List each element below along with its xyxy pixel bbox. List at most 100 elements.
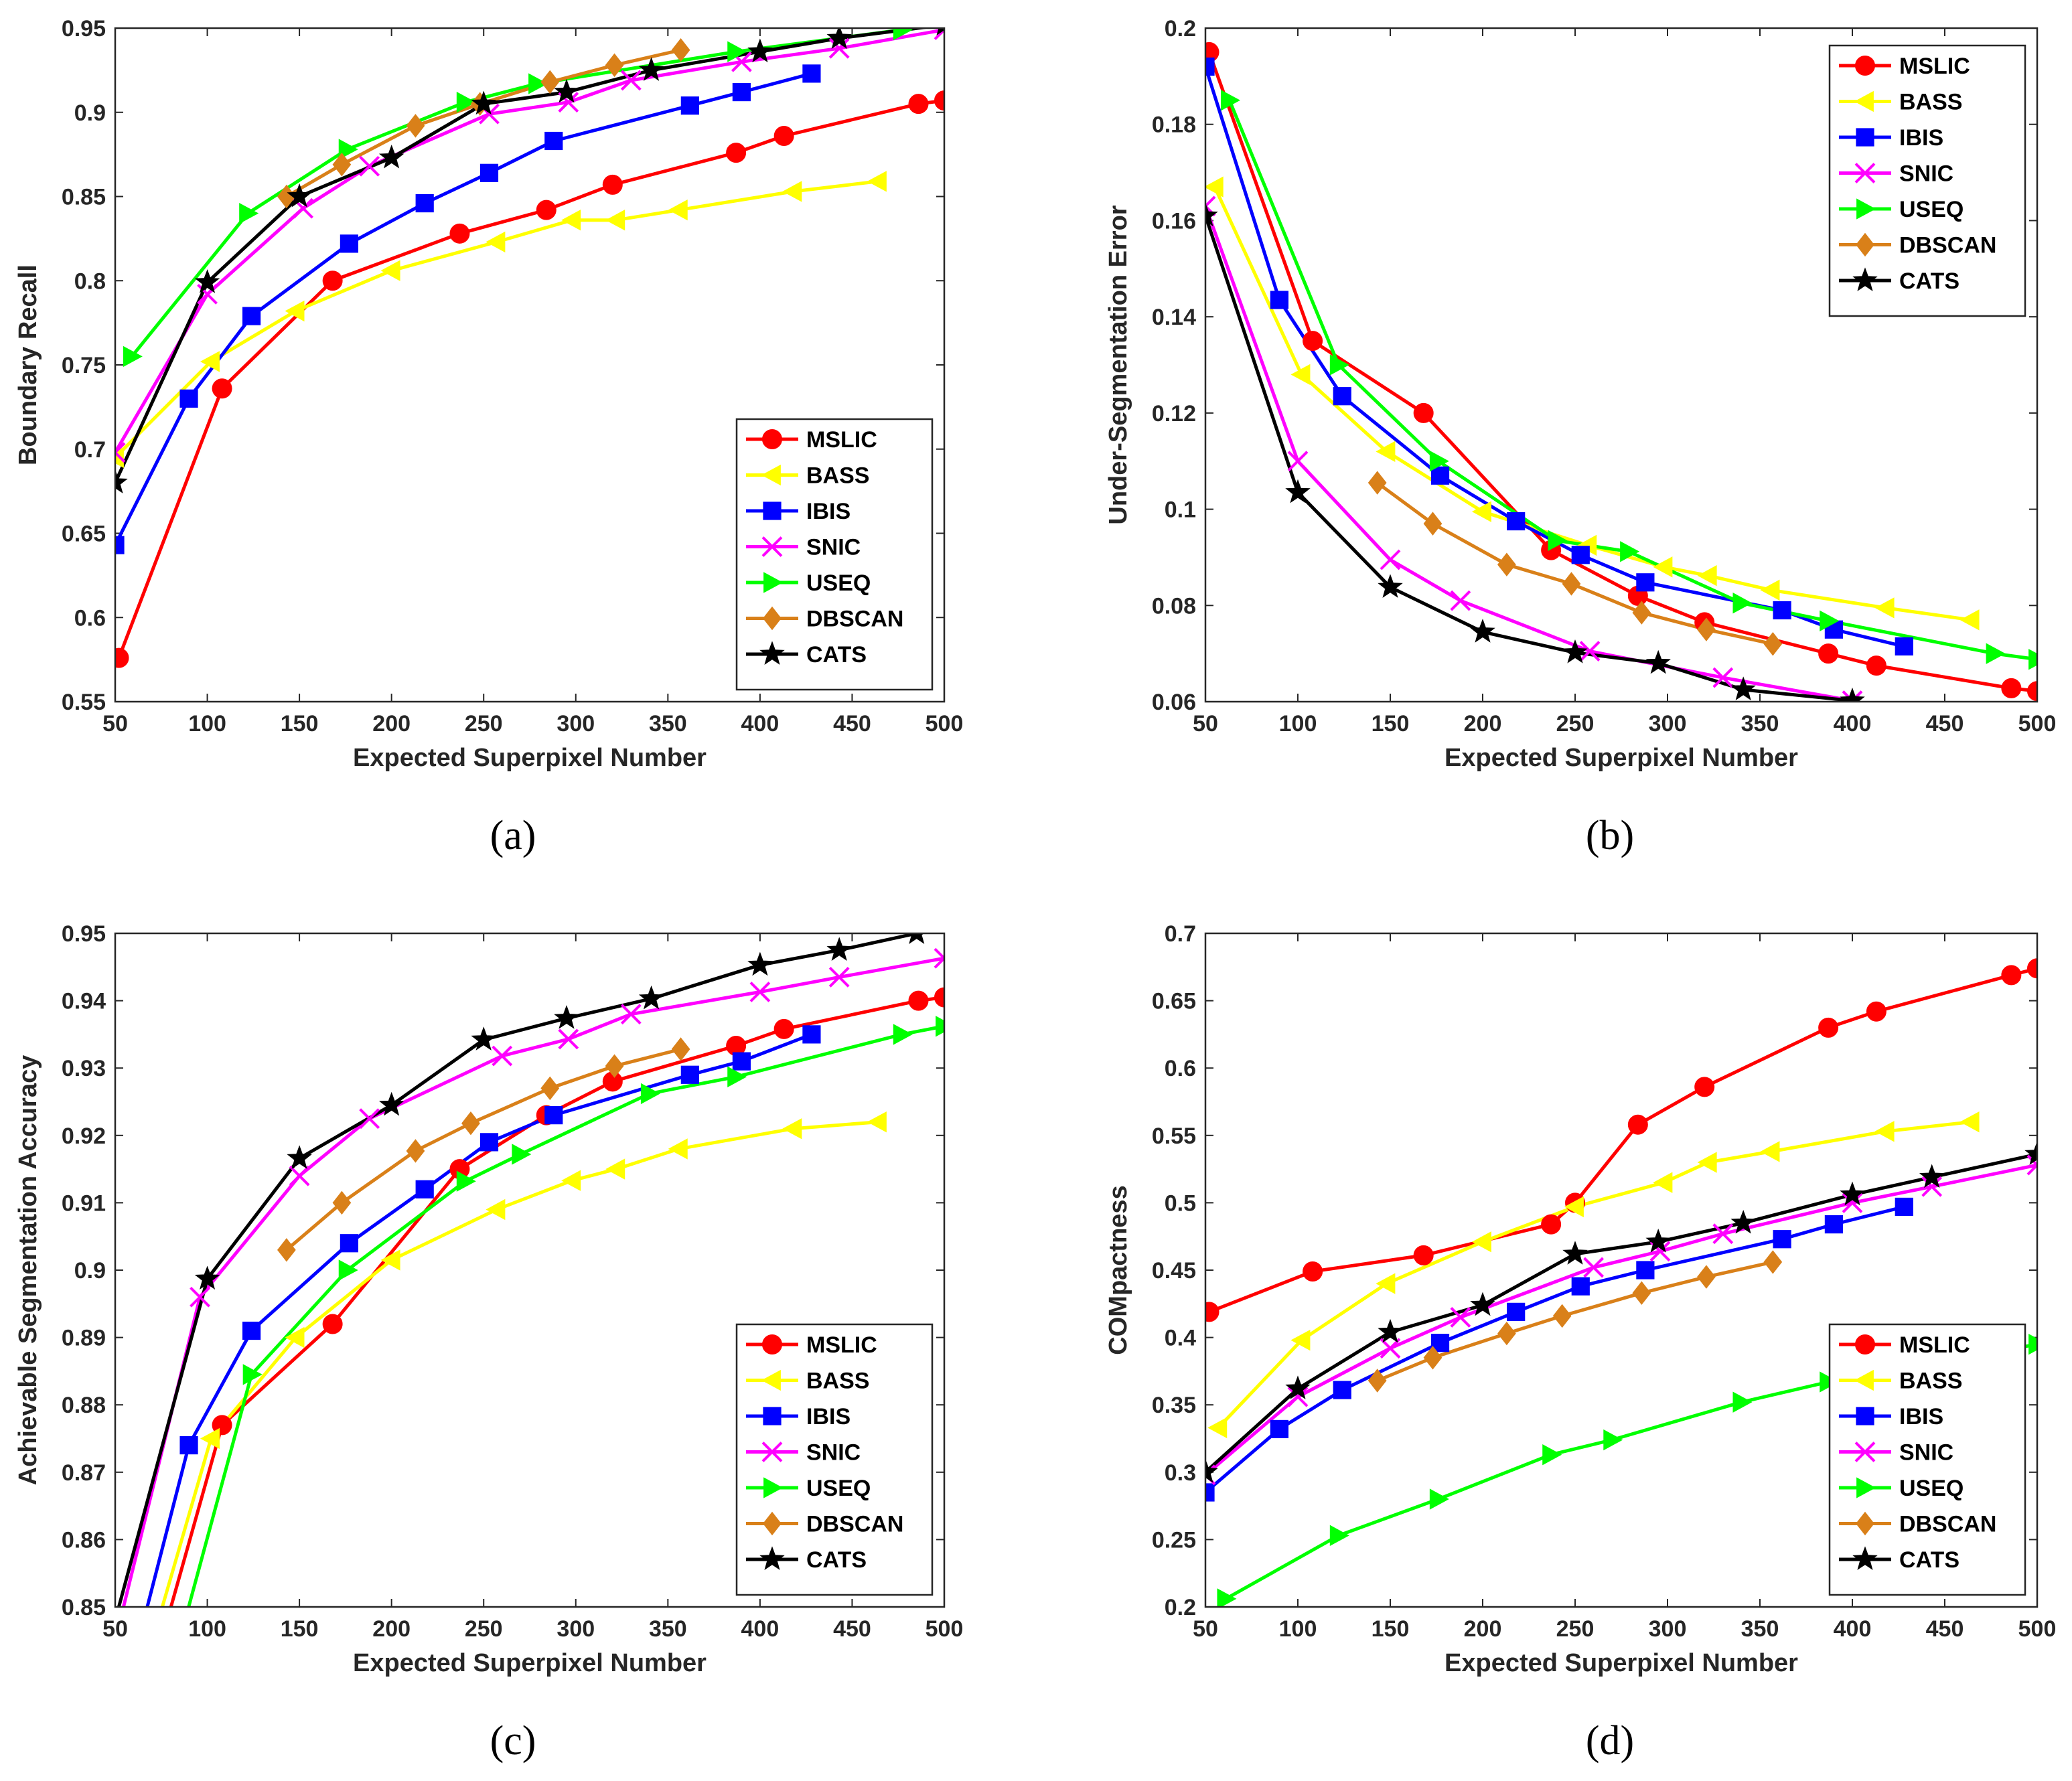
data-point-cats [936, 28, 944, 35]
legend-label-dbscan: DBSCAN [1899, 1512, 1996, 1537]
x-tick-label: 500 [926, 711, 964, 737]
y-tick-label: 0.85 [62, 1595, 106, 1620]
data-point-cats [638, 985, 664, 1010]
legend-label-snic: SNIC [1899, 161, 1953, 187]
legend-label-snic: SNIC [806, 535, 861, 560]
data-point-dbscan [277, 1238, 296, 1262]
series-group [117, 933, 944, 1684]
panel-caption: (b) [1586, 813, 1634, 858]
data-point-cats [1730, 676, 1756, 700]
x-tick-label: 300 [557, 711, 595, 737]
data-point-mslic [1541, 1214, 1562, 1235]
data-point-useq [1329, 1525, 1349, 1547]
x-axis-title: Expected Superpixel Number [1445, 1649, 1798, 1677]
data-point-useq [338, 139, 358, 160]
y-tick-label: 0.55 [62, 690, 106, 715]
data-point-dbscan [1367, 1369, 1387, 1393]
data-point-dbscan [1697, 1265, 1716, 1289]
legend-label-cats: CATS [806, 1547, 867, 1573]
data-point-bass [1207, 1417, 1228, 1439]
data-point-dbscan [406, 114, 425, 138]
legend-marker-snic [761, 1442, 783, 1462]
y-tick-label: 0.86 [62, 1527, 106, 1553]
data-point-dbscan [1423, 512, 1442, 536]
data-point-ibis [1270, 291, 1289, 309]
x-tick-label: 300 [557, 1616, 595, 1642]
y-tick-label: 0.87 [62, 1460, 106, 1486]
data-point-cats [1645, 1228, 1671, 1253]
data-point-snic [1583, 1257, 1605, 1278]
data-point-useq [1986, 643, 2006, 664]
data-point-cats [1205, 202, 1218, 227]
data-point-useq [1542, 1444, 1562, 1466]
data-point-ibis [1507, 1302, 1526, 1321]
y-tick-label: 0.2 [1165, 16, 1196, 42]
data-point-bass [486, 1198, 506, 1221]
legend-label-useq: USEQ [806, 1476, 871, 1501]
data-point-ibis [415, 1180, 434, 1198]
series-group [115, 28, 944, 668]
data-point-ibis [479, 163, 499, 182]
data-point-dbscan [1423, 1346, 1442, 1370]
data-point-useq [338, 1259, 358, 1281]
legend-item-mslic: MSLIC [746, 427, 877, 453]
x-tick-label: 450 [833, 1616, 871, 1642]
y-tick-label: 0.94 [62, 989, 106, 1014]
data-point-snic [492, 1045, 513, 1067]
data-point-bass [561, 210, 581, 231]
x-tick-label: 200 [1464, 1616, 1502, 1642]
data-point-snic [190, 1286, 210, 1308]
legend-item-dbscan: DBSCAN [1839, 233, 1996, 258]
data-point-mslic [1818, 1017, 1839, 1038]
data-point-bass [1760, 579, 1780, 601]
legend-marker-ibis [763, 501, 782, 520]
data-point-snic [1450, 1307, 1471, 1328]
data-point-dbscan [1763, 632, 1783, 656]
data-point-cats [471, 90, 496, 115]
y-tick-label: 0.1 [1165, 497, 1196, 523]
y-tick-label: 0.14 [1152, 305, 1196, 330]
data-point-ibis [115, 536, 125, 554]
data-point-snic [1842, 1192, 1863, 1213]
data-point-useq [163, 1665, 180, 1684]
x-tick-label: 150 [1372, 711, 1410, 737]
legend-marker-dbscan [763, 1511, 782, 1536]
data-point-ibis [479, 1133, 499, 1152]
x-tick-label: 100 [1279, 1616, 1317, 1642]
data-point-useq [456, 91, 476, 113]
x-tick-label: 200 [1464, 711, 1502, 737]
data-point-mslic [2001, 965, 2022, 986]
data-point-mslic [1866, 655, 1886, 676]
legend-marker-snic [761, 536, 783, 557]
data-point-bass [200, 1427, 220, 1450]
data-point-dbscan [332, 1190, 352, 1215]
data-point-snic [1380, 549, 1401, 570]
legend-item-useq: USEQ [1839, 1476, 1964, 1501]
y-tick-label: 0.65 [1152, 989, 1196, 1014]
data-point-cats [1470, 1292, 1495, 1316]
data-point-bass [486, 231, 506, 253]
data-point-ibis [179, 389, 198, 408]
data-point-mslic [726, 143, 747, 163]
data-point-ibis [1333, 387, 1351, 406]
data-point-cats [115, 469, 128, 493]
x-tick-label: 500 [2018, 1616, 2057, 1642]
data-point-bass [380, 260, 400, 281]
data-point-cats [1285, 479, 1311, 504]
axes-frame [114, 932, 946, 1608]
data-point-mslic [934, 90, 944, 111]
legend-label-ibis: IBIS [806, 1404, 850, 1429]
series-line-cats [117, 933, 917, 1607]
legend-item-ibis: IBIS [746, 499, 850, 524]
data-point-bass [285, 1326, 305, 1348]
y-tick-label: 0.95 [62, 16, 106, 42]
data-point-dbscan [540, 70, 560, 94]
legend-label-useq: USEQ [1899, 197, 1964, 222]
y-axis-title: COMpactness [1104, 1185, 1132, 1354]
y-tick-label: 0.6 [1165, 1056, 1196, 1081]
data-point-dbscan [605, 1054, 624, 1078]
data-point-bass [1697, 565, 1717, 587]
x-tick-label: 150 [1372, 1616, 1410, 1642]
data-point-snic [620, 70, 642, 91]
